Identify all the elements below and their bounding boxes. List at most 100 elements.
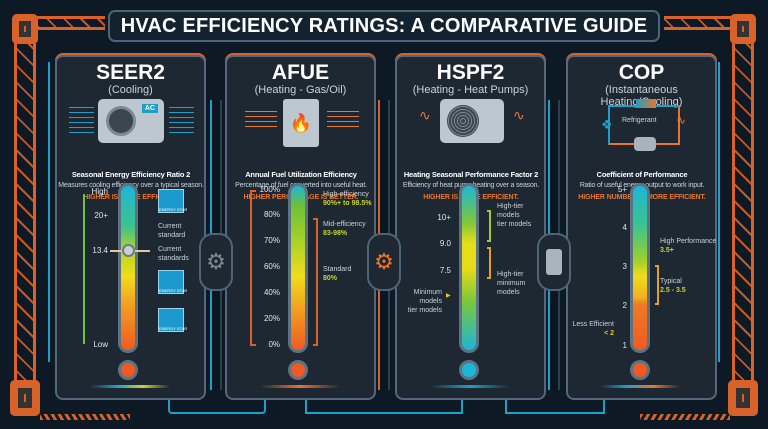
corner-bolt-icon <box>12 14 38 44</box>
metric-full-name: Annual Fuel Utilization Efficiency <box>245 170 357 179</box>
scale-label: 20+ <box>94 211 108 220</box>
top-right-truss <box>664 16 739 30</box>
annotation-value: 80% <box>323 275 338 282</box>
hspf2-thermometer <box>459 183 479 353</box>
range-bracket <box>655 265 659 305</box>
top-left-truss <box>30 16 105 30</box>
annotation: Minimum models tier models <box>407 289 442 314</box>
panel-subtitle: (Cooling) <box>108 84 153 96</box>
cop-thermometer <box>630 183 650 353</box>
scale-label: 70% <box>263 236 280 245</box>
corner-bolt-icon <box>728 380 758 416</box>
heat-waves-icon: ∿ <box>513 107 525 123</box>
panel-title: HSPF2 <box>436 61 505 84</box>
annotation: High-tier minimum models <box>497 271 526 296</box>
furnace-flame-icon: 🔥 <box>283 99 319 147</box>
heat-arrows-icon <box>327 111 359 131</box>
circuit-wire <box>305 400 463 414</box>
annotation: Typical 2.5 - 3.5 <box>660 277 686 295</box>
range-bracket <box>487 210 491 242</box>
compressor-icon <box>634 137 656 151</box>
fan-grille-icon <box>447 105 479 137</box>
page-title: HVAC EFFICIENCY RATINGS: A COMPARATIVE G… <box>108 10 660 42</box>
scale-label: 80% <box>263 210 280 219</box>
glow-bar <box>90 385 170 388</box>
scale-label: 40% <box>263 288 280 297</box>
scale-label: 5+ <box>617 185 627 194</box>
annotation-value: < 2 <box>604 330 614 337</box>
left-truss <box>14 20 36 380</box>
scale-label: 10+ <box>437 213 451 222</box>
coil-icon: ∿ <box>676 113 687 127</box>
annotation-label: High Performance <box>660 238 717 245</box>
annotation-label: High-efficiency <box>323 191 369 198</box>
scale-label: 7.5 <box>439 266 451 275</box>
scale-label: 3 <box>622 262 627 271</box>
panel-title: COP <box>618 61 665 84</box>
heat-pump-icon <box>440 99 504 143</box>
bottom-left-beam <box>40 414 130 420</box>
thermometer-bulb <box>459 360 479 380</box>
compressor-icon <box>546 249 562 275</box>
annotation-label: Less Efficient <box>572 321 614 328</box>
annotation: High Performance 3.5+ <box>660 237 716 255</box>
flame-gear-connector: ⚙ <box>367 233 401 291</box>
panel-title: SEER2 <box>96 61 165 84</box>
heat-arrows-icon <box>245 111 277 131</box>
scale-label: High <box>91 187 108 196</box>
annotation-value: 83-98% <box>323 230 348 237</box>
circuit-wire <box>48 62 50 362</box>
range-bracket <box>487 247 491 279</box>
panel-subtitle: (Heating - Gas/Oil) <box>254 84 347 96</box>
ac-badge: AC <box>141 104 158 113</box>
panel-title: AFUE <box>271 61 330 84</box>
scale-label: 60% <box>263 262 280 271</box>
bottom-right-beam <box>640 414 730 420</box>
heat-waves-icon: ∿ <box>419 107 431 123</box>
annotation: Current standards <box>158 246 189 262</box>
energy-star-icon: ENERGY STAR <box>158 270 187 294</box>
afue-thermometer <box>288 183 308 353</box>
gear-icon: ⚙ <box>206 249 226 274</box>
energy-star-icon: ENERGY STAR <box>158 308 187 332</box>
scale-label: Low <box>93 340 108 349</box>
scale-label: 1 <box>622 341 627 350</box>
scale-label: 2 <box>622 301 627 310</box>
ac-unit-icon: AC <box>98 99 164 143</box>
range-arrow <box>83 194 85 344</box>
thermometer-bulb <box>118 360 138 380</box>
flame-gear-icon: ⚙ <box>374 249 394 274</box>
annotation-value: 90%+ to 98.5% <box>323 200 372 207</box>
annotation-label: Typical <box>660 278 682 285</box>
annotation-label: Standard <box>323 266 352 273</box>
glow-bar <box>430 385 510 388</box>
metric-full-name: Heating Seasonal Performance Factor 2 <box>403 170 539 179</box>
annotation: Less Efficient < 2 <box>570 320 614 338</box>
cold-air-lines-icon <box>69 107 94 135</box>
thermometer-bulb <box>288 360 308 380</box>
corner-bolt-icon <box>730 14 756 44</box>
corner-bolt-icon <box>10 380 40 416</box>
glow-bar <box>600 385 680 388</box>
gear-connector: ⚙ <box>199 233 233 291</box>
circuit-wire <box>505 400 605 414</box>
compressor-connector <box>537 233 571 291</box>
circuit-wire <box>168 400 266 414</box>
cold-air-lines-icon <box>169 107 194 135</box>
scale-label: 4 <box>622 223 627 232</box>
range-bracket <box>313 218 318 346</box>
scale-label: 100% <box>259 185 280 194</box>
thermometer-bulb <box>630 360 650 380</box>
annotation: High-efficiency 90%+ to 98.5% <box>323 190 371 208</box>
scale-label: 20% <box>263 314 280 323</box>
icon-label: Refrigerant <box>622 117 657 124</box>
metric-full-name: Seasonal Energy Efficiency Ratio 2 <box>71 170 191 179</box>
expansion-valve-icon: ❖ <box>601 117 613 132</box>
scale-label: 13.4 <box>92 246 108 255</box>
range-bracket <box>250 190 256 346</box>
fan-icon <box>106 106 136 136</box>
annotation-value: 2.5 - 3.5 <box>660 287 686 294</box>
panel-subtitle: (Heating - Heat Pumps) <box>412 84 529 96</box>
annotation-label: Mid-efficiency <box>323 221 366 228</box>
seer2-thermometer <box>118 183 138 353</box>
